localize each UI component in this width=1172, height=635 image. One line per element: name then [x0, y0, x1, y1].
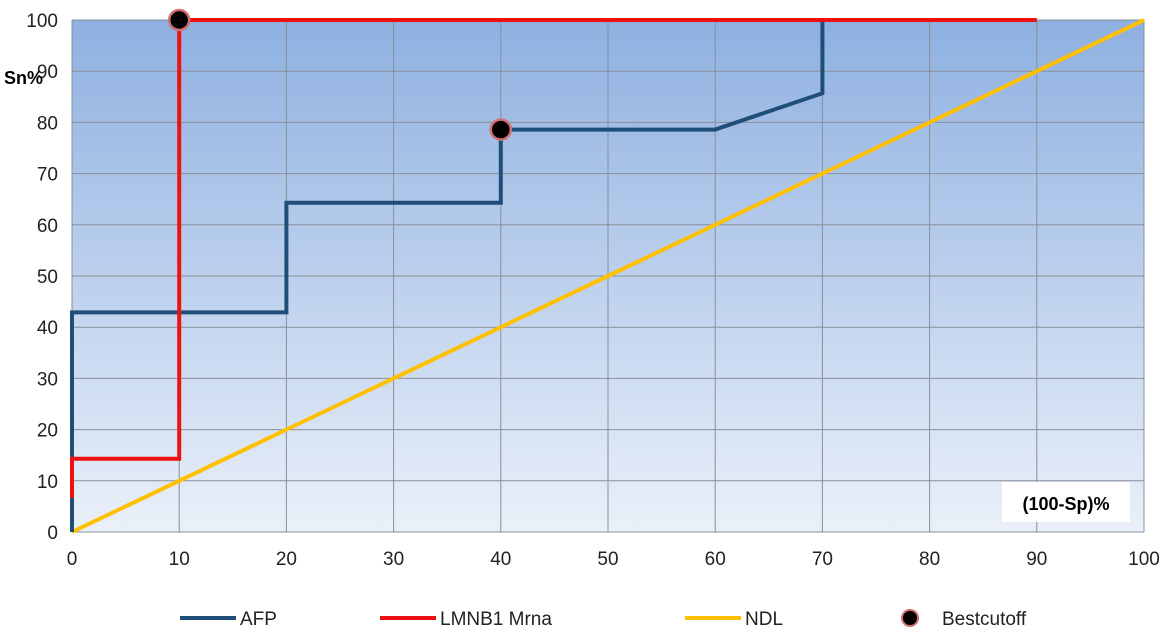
y-tick-label: 30	[37, 369, 58, 390]
y-tick-label: 0	[47, 523, 58, 544]
x-tick-label: 0	[67, 549, 78, 570]
x-tick-label: 100	[1128, 549, 1160, 570]
series-line-afp	[70, 20, 825, 532]
x-tick-label: 20	[276, 549, 297, 570]
y-axis-label: Sn%	[4, 68, 43, 88]
x-tick-label: 30	[383, 549, 404, 570]
y-tick-label: 70	[37, 165, 58, 186]
x-axis-label: (100-Sp)%	[1022, 494, 1109, 514]
bestcutoff-point	[167, 8, 191, 32]
legend-label: Bestcutoff	[942, 609, 1027, 630]
legend-label: AFP	[240, 609, 277, 630]
legend-label: NDL	[745, 609, 783, 630]
x-axis-label-background	[1002, 482, 1130, 522]
x-tick-label: 70	[812, 549, 833, 570]
x-tick-label: 50	[597, 549, 618, 570]
x-axis-label-box: (100-Sp)%	[1002, 482, 1130, 522]
x-tick-label: 90	[1026, 549, 1047, 570]
y-tick-label: 80	[37, 113, 58, 134]
legend-label: LMNB1 Mrna	[440, 609, 552, 630]
y-tick-label: 10	[37, 472, 58, 493]
legend-swatch-bestcutoff	[901, 609, 919, 627]
x-tick-label: 40	[490, 549, 511, 570]
y-tick-label: 60	[37, 216, 58, 237]
y-tick-label: 100	[26, 11, 58, 32]
series-lines	[70, 18, 1145, 534]
bestcutoff-point	[489, 118, 513, 141]
x-tick-label: 80	[919, 549, 940, 570]
y-axis-ticks: 0 10 20 30 40 50 60 70 80 90 100	[26, 11, 58, 544]
y-tick-label: 90	[37, 62, 58, 83]
legend: AFP LMNB1 Mrna NDL Bestcutoff	[180, 609, 1027, 630]
x-tick-label: 10	[169, 549, 190, 570]
y-tick-label: 40	[37, 318, 58, 339]
y-tick-label: 50	[37, 267, 58, 288]
series-line-ndl	[71, 18, 1145, 534]
bestcutoff-points	[167, 8, 513, 141]
x-tick-label: 60	[705, 549, 726, 570]
x-axis-ticks: 0 10 20 30 40 50 60 70 80 90 100	[67, 549, 1160, 570]
series-line-lmnb1-mrna	[70, 18, 1037, 498]
y-tick-label: 20	[37, 421, 58, 442]
